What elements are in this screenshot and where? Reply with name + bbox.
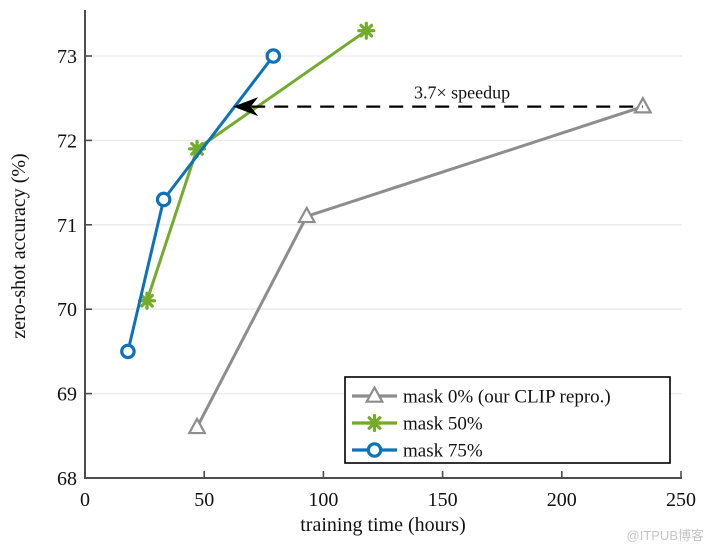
speedup-arrowhead-icon [233, 97, 259, 117]
series-1-marker-asterisk-icon [137, 291, 157, 310]
y-tick-label: 68 [57, 468, 77, 490]
legend-item-label: mask 50% [403, 414, 483, 435]
legend: mask 0% (our CLIP repro.) mask 50% mask 75… [344, 376, 671, 464]
y-tick-label: 69 [57, 384, 77, 406]
legend-0-marker-triangle-icon [364, 385, 385, 403]
asterisk-arm [359, 23, 374, 38]
legend-item-0: mask 0% (our CLIP repro.) [352, 385, 611, 408]
axes-group: 0 50 100 150 200 250 68 69 70 71 72 73 [57, 10, 696, 511]
x-tick-label: 0 [80, 489, 90, 511]
y-tick-label: 70 [57, 299, 77, 321]
series-0-group [187, 95, 653, 435]
x-tick-label: 200 [547, 489, 577, 511]
y-axis-title: zero-shot accuracy (%) [8, 153, 30, 338]
series-0-marker-triangle-icon [187, 416, 207, 435]
legend-item-label: mask 75% [403, 441, 483, 462]
x-tick-label: 250 [666, 489, 696, 511]
asterisk-arm [140, 293, 154, 308]
series-2-marker-circle-icon [120, 343, 136, 360]
legend-item-2: mask 75% [352, 441, 483, 462]
legend-2-marker-circle-icon [366, 442, 383, 458]
legend-box [344, 376, 671, 464]
speedup-annotation: 3.7× speedup [233, 83, 643, 117]
legend-item-label: mask 0% (our CLIP repro.) [403, 387, 611, 408]
series-2-marker-circle-icon [265, 48, 282, 64]
series-1-line [145, 29, 368, 302]
y-tick-label: 73 [57, 46, 77, 68]
speedup-label: 3.7× speedup [414, 83, 510, 103]
series-0-marker-triangle-icon [297, 205, 317, 224]
y-tick-label: 72 [57, 130, 77, 152]
legend-1-marker-asterisk-icon [365, 413, 384, 433]
series-1-group [137, 21, 376, 310]
watermark: @ITPUB博客 [627, 528, 704, 543]
y-tick-label: 71 [57, 215, 77, 237]
series-2-group [120, 48, 282, 360]
asterisk-arm [190, 141, 204, 156]
x-tick-label: 100 [308, 489, 338, 511]
series-1-marker-asterisk-icon [357, 21, 376, 40]
x-tick-label: 150 [428, 489, 458, 511]
x-tick-label: 50 [194, 489, 214, 511]
gridlines-group [85, 55, 682, 395]
x-axis-title: training time (hours) [300, 514, 466, 536]
asterisk-arm [367, 416, 382, 430]
series-0-marker-triangle-icon [633, 95, 653, 114]
series-2-marker-circle-icon [155, 191, 172, 208]
series-group [120, 21, 653, 435]
legend-item-1: mask 50% [352, 414, 483, 435]
